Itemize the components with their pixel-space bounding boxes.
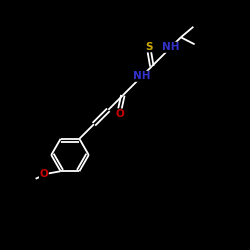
Text: O: O (116, 109, 124, 119)
Text: O: O (40, 169, 48, 179)
Text: S: S (146, 42, 153, 52)
Text: NH: NH (133, 71, 150, 81)
Text: NH: NH (162, 42, 180, 52)
